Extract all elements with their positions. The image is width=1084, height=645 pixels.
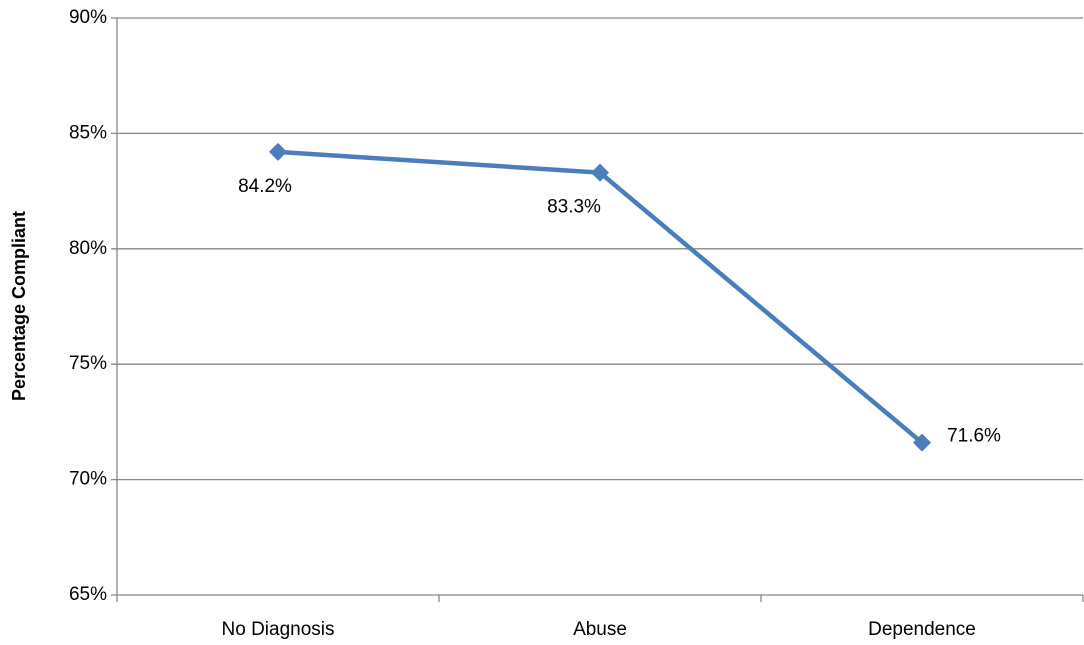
marker [591, 163, 609, 182]
x-tick-label: Dependence [868, 619, 976, 640]
x-tick-label: No Diagnosis [222, 619, 335, 640]
y-tick-label: 90% [69, 7, 107, 28]
marker [913, 433, 931, 452]
y-axis-label: Percentage Compliant [9, 211, 29, 401]
y-tick-label: 65% [69, 584, 107, 605]
data-label: 71.6% [947, 426, 1001, 447]
data-label: 83.3% [547, 197, 601, 218]
x-tick-label: Abuse [573, 619, 627, 640]
y-tick-label: 85% [69, 122, 107, 143]
y-tick-label: 75% [69, 353, 107, 374]
y-tick-label: 80% [69, 238, 107, 259]
line [277, 149, 924, 445]
marker [269, 142, 287, 161]
y-tick-label: 70% [69, 469, 107, 490]
data-label: 84.2% [238, 176, 292, 197]
